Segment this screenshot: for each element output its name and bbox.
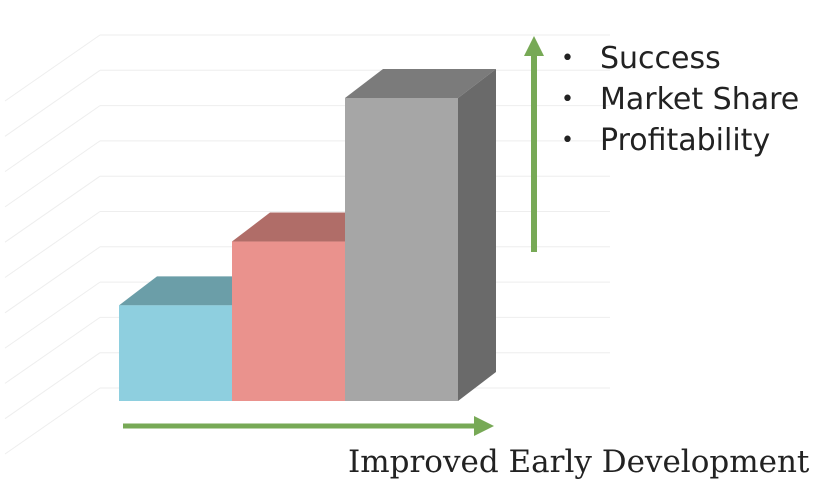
bar <box>345 69 496 401</box>
gridline-depth <box>4 387 101 455</box>
bullet-icon: • <box>561 128 574 153</box>
gridline-depth <box>4 69 101 137</box>
gridline-depth <box>4 316 101 384</box>
bullet-text: Profitability <box>600 123 771 158</box>
gridline-depth <box>4 211 101 278</box>
bar-front-face <box>119 305 232 401</box>
list-item: • Success <box>560 38 799 79</box>
bullet-text: Market Share <box>600 82 800 117</box>
gridline-depth <box>4 105 101 173</box>
right-arrow-icon <box>123 416 494 436</box>
gridline-depth <box>4 34 101 102</box>
gridline-depth <box>4 175 101 243</box>
bar-front-face <box>232 241 345 401</box>
bar-top-face <box>345 69 496 98</box>
bullet-icon: • <box>561 87 574 112</box>
bullet-text: Success <box>600 41 721 76</box>
list-item: • Profitability <box>560 120 799 161</box>
arrows <box>123 36 544 436</box>
gridline-depth <box>4 140 101 208</box>
gridline-depth <box>4 246 101 314</box>
up-arrow-icon <box>524 36 544 252</box>
bars <box>119 69 496 401</box>
up-arrow-head <box>524 36 544 56</box>
right-arrow-head <box>474 416 494 436</box>
bar-front-face <box>345 98 458 401</box>
bar-side-face <box>458 69 496 401</box>
gridline-depth <box>4 281 101 349</box>
gridline-depth <box>4 352 101 420</box>
outcome-list: • Success • Market Share • Profitability <box>560 38 799 161</box>
list-item: • Market Share <box>560 79 799 120</box>
bullet-icon: • <box>561 46 574 71</box>
x-axis-label: Improved Early Development <box>348 444 810 480</box>
